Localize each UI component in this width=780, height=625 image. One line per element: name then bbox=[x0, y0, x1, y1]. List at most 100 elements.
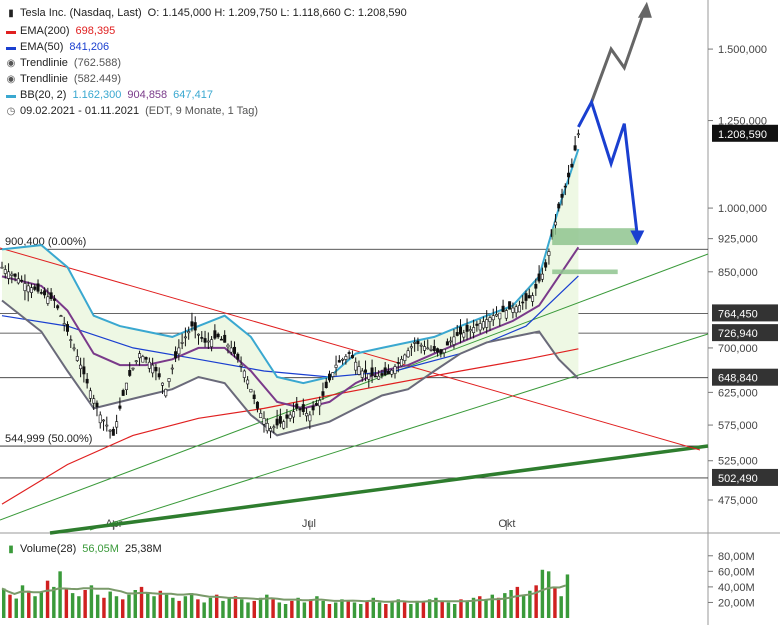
candle-body bbox=[573, 145, 577, 151]
forecast-blue-arrow bbox=[577, 98, 639, 237]
forecast-blue-arrowhead bbox=[630, 230, 645, 245]
volume-bar bbox=[359, 604, 363, 618]
candle-body bbox=[259, 413, 263, 418]
y-tick-label: 1.500,000 bbox=[718, 44, 767, 56]
candle-body bbox=[46, 296, 50, 304]
candle-body bbox=[567, 172, 571, 178]
legend-value: (EDT, 9 Monate, 1 Tag) bbox=[145, 105, 258, 117]
line-icon: ▬ bbox=[6, 90, 16, 101]
volume-legend: ▮ Volume(28) 56,05M 25,38M bbox=[6, 542, 161, 557]
volume-bars-icon: ▮ bbox=[8, 544, 14, 555]
candle-body bbox=[183, 336, 187, 339]
candle-body bbox=[455, 332, 459, 336]
candle-body bbox=[341, 359, 345, 361]
candle-body bbox=[85, 378, 89, 384]
candle-body bbox=[452, 336, 456, 345]
legend-value: 904,858 bbox=[127, 89, 168, 101]
candle-body bbox=[180, 342, 184, 344]
candle-body bbox=[20, 279, 24, 282]
legend-row: ◉ Trendlinie (582.449) bbox=[6, 72, 121, 87]
volume-bar bbox=[396, 599, 401, 618]
candle-body bbox=[495, 314, 499, 317]
candle-body bbox=[210, 339, 214, 348]
volume-bar bbox=[271, 599, 275, 618]
candle-body bbox=[540, 273, 544, 280]
volume-bar bbox=[177, 600, 181, 618]
candle-body bbox=[275, 418, 279, 426]
candle-body bbox=[508, 301, 512, 310]
candle-body bbox=[174, 351, 178, 359]
candle-body bbox=[426, 347, 430, 350]
candle-body bbox=[187, 331, 191, 334]
candle-body bbox=[442, 349, 446, 354]
candle-body bbox=[295, 403, 299, 409]
candle-body bbox=[98, 414, 102, 424]
candle-body bbox=[400, 359, 404, 367]
candle-body bbox=[108, 429, 112, 432]
volume-bar bbox=[384, 604, 388, 618]
candle-body bbox=[216, 333, 220, 338]
candle-body bbox=[517, 305, 521, 313]
volume-bar bbox=[465, 600, 469, 618]
candle-body bbox=[62, 323, 66, 326]
candle-body bbox=[413, 342, 417, 344]
level-badge bbox=[712, 368, 778, 386]
y-tick-label: 525,000 bbox=[718, 456, 758, 468]
candle-body bbox=[203, 338, 207, 343]
ema50-line bbox=[1, 275, 579, 378]
volume-average-line bbox=[1, 584, 567, 603]
candle-body bbox=[131, 367, 135, 370]
candle-body bbox=[305, 413, 309, 417]
candle-body bbox=[79, 364, 83, 370]
candle-body bbox=[298, 408, 302, 411]
candle-body bbox=[151, 364, 155, 374]
candle-body bbox=[164, 388, 168, 397]
volume-bar bbox=[70, 593, 75, 618]
candle-body bbox=[269, 428, 273, 432]
candle-body bbox=[327, 373, 331, 381]
y-tick-label: 850,000 bbox=[718, 267, 758, 279]
candle-body bbox=[354, 361, 358, 371]
legend-value: 698,395 bbox=[75, 25, 116, 37]
candle-body bbox=[10, 273, 14, 276]
volume-tick-label: 80,00M bbox=[718, 551, 755, 563]
candle-body bbox=[439, 349, 443, 354]
candle-body bbox=[88, 390, 92, 399]
candle-body bbox=[563, 185, 567, 188]
candle-body bbox=[308, 414, 312, 422]
volume-bar bbox=[352, 602, 357, 618]
candle-body bbox=[121, 390, 125, 396]
fib-level-label: 544,999 (50.00%) bbox=[5, 433, 92, 445]
candle-body bbox=[465, 324, 469, 332]
volume-bar bbox=[315, 596, 319, 618]
candle-body bbox=[367, 373, 371, 380]
volume-bar bbox=[440, 600, 444, 618]
candle-body bbox=[472, 327, 476, 333]
volume-bar bbox=[553, 586, 557, 618]
candle-body bbox=[449, 340, 453, 343]
volume-bar bbox=[496, 597, 501, 618]
candle-body bbox=[278, 416, 282, 424]
legend-row: ◉ Trendlinie (762.588) bbox=[6, 56, 121, 71]
volume-bar bbox=[346, 600, 350, 618]
volume-bar bbox=[302, 602, 307, 618]
volume-bar bbox=[415, 600, 419, 618]
candle-body bbox=[95, 402, 99, 408]
candle-body bbox=[570, 163, 574, 168]
candle-body bbox=[118, 405, 122, 409]
volume-bar bbox=[528, 590, 532, 618]
candle-body bbox=[75, 356, 79, 361]
y-tick-label: 925,000 bbox=[718, 234, 758, 246]
candle-body bbox=[154, 366, 158, 372]
candle-body bbox=[291, 411, 295, 418]
candle-body bbox=[239, 364, 243, 367]
candle-body bbox=[436, 348, 440, 353]
candle-body bbox=[521, 301, 525, 304]
volume-bar bbox=[171, 597, 175, 618]
volume-bar bbox=[490, 594, 495, 618]
volume-bar bbox=[265, 594, 269, 618]
volume-bar bbox=[39, 592, 44, 618]
candle-body bbox=[553, 221, 557, 226]
candle-body bbox=[318, 399, 322, 407]
volume-bar bbox=[402, 602, 407, 618]
